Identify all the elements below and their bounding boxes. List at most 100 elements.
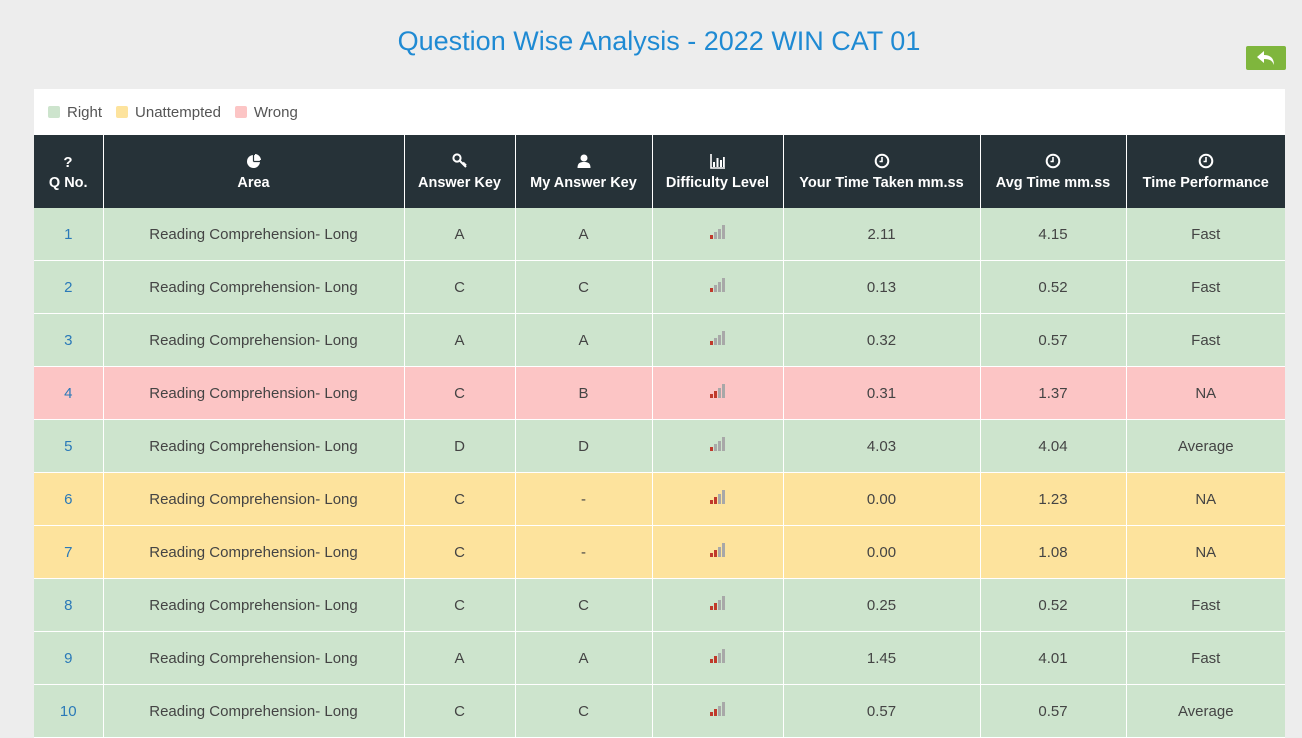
difficulty-bars-icon bbox=[709, 595, 726, 615]
difficulty-bars-icon bbox=[709, 701, 726, 721]
column-header-label: Time Performance bbox=[1142, 174, 1269, 191]
area-cell: Reading Comprehension- Long bbox=[103, 472, 405, 526]
legend-label: Unattempted bbox=[135, 103, 221, 121]
difficulty-bars-icon bbox=[709, 277, 726, 297]
back-button[interactable] bbox=[1246, 46, 1286, 70]
difficulty-bars-icon bbox=[709, 489, 726, 509]
avg-time-cell: 1.23 bbox=[980, 472, 1127, 526]
bar-chart-icon bbox=[653, 153, 783, 171]
legend-label: Right bbox=[67, 103, 103, 121]
column-header-label: Answer Key bbox=[417, 174, 501, 191]
qno-cell[interactable]: 6 bbox=[34, 472, 104, 526]
qno-cell[interactable]: 10 bbox=[34, 684, 104, 738]
my-answer-cell: D bbox=[515, 419, 653, 473]
table-header-row: ? Q No. Area Answer Key My Answer Key Difficu… bbox=[34, 135, 1285, 208]
table-row: 7 Reading Comprehension- Long C - 0.00 1.08 NA bbox=[34, 525, 1285, 579]
column-header: Your Time Taken mm.ss bbox=[783, 135, 981, 208]
time-taken-cell: 0.57 bbox=[783, 684, 981, 738]
legend-swatch bbox=[48, 106, 60, 118]
qno-cell[interactable]: 8 bbox=[34, 578, 104, 632]
reply-arrow-icon bbox=[1257, 51, 1274, 65]
table-row: 3 Reading Comprehension- Long A A 0.32 0.57 Fa… bbox=[34, 313, 1285, 367]
difficulty-cell bbox=[652, 472, 784, 526]
answer-key-cell: A bbox=[404, 313, 516, 367]
time-performance-cell: NA bbox=[1126, 525, 1285, 579]
column-header: Area bbox=[103, 135, 405, 208]
answer-key-cell: C bbox=[404, 472, 516, 526]
avg-time-cell: 0.52 bbox=[980, 260, 1127, 314]
qno-cell[interactable]: 9 bbox=[34, 631, 104, 685]
legend-swatch bbox=[116, 106, 129, 118]
answer-key-cell: C bbox=[404, 684, 516, 738]
time-performance-cell: NA bbox=[1126, 366, 1285, 420]
area-cell: Reading Comprehension- Long bbox=[103, 419, 405, 473]
clock-icon bbox=[1127, 153, 1286, 171]
difficulty-cell bbox=[652, 525, 784, 579]
difficulty-cell bbox=[652, 313, 784, 367]
legend-label: Wrong bbox=[253, 103, 298, 121]
my-answer-cell: C bbox=[515, 684, 653, 738]
answer-key-cell: C bbox=[404, 525, 516, 579]
qno-cell[interactable]: 2 bbox=[34, 260, 104, 314]
time-performance-cell: Fast bbox=[1126, 208, 1285, 261]
time-taken-cell: 0.00 bbox=[783, 525, 981, 579]
column-header-label: Avg Time mm.ss bbox=[995, 174, 1111, 191]
difficulty-cell bbox=[652, 419, 784, 473]
user-icon bbox=[516, 153, 652, 171]
area-cell: Reading Comprehension- Long bbox=[103, 313, 405, 367]
area-cell: Reading Comprehension- Long bbox=[103, 525, 405, 579]
answer-key-cell: D bbox=[404, 419, 516, 473]
my-answer-cell: C bbox=[515, 578, 653, 632]
page-title: Question Wise Analysis - 2022 WIN CAT 01 bbox=[397, 26, 921, 56]
avg-time-cell: 4.01 bbox=[980, 631, 1127, 685]
legend-item-wrong: Wrong bbox=[234, 103, 298, 121]
difficulty-cell bbox=[652, 260, 784, 314]
qno-cell[interactable]: 4 bbox=[34, 366, 104, 420]
table-row: 2 Reading Comprehension- Long C C 0.13 0.52 Fa… bbox=[34, 260, 1285, 314]
table-row: 6 Reading Comprehension- Long C - 0.00 1.23 NA bbox=[34, 472, 1285, 526]
legend-item-right: Right bbox=[48, 104, 102, 121]
time-taken-cell: 0.25 bbox=[783, 578, 981, 632]
difficulty-cell bbox=[652, 631, 784, 685]
difficulty-bars-icon bbox=[709, 436, 726, 456]
qno-cell[interactable]: 5 bbox=[34, 419, 104, 473]
avg-time-cell: 4.15 bbox=[980, 208, 1127, 261]
time-taken-cell: 1.45 bbox=[783, 631, 981, 685]
time-performance-cell: NA bbox=[1126, 472, 1285, 526]
time-performance-cell: Average bbox=[1126, 419, 1285, 473]
difficulty-bars-icon bbox=[709, 383, 726, 403]
answer-key-cell: A bbox=[404, 631, 516, 685]
avg-time-cell: 4.04 bbox=[980, 419, 1127, 473]
difficulty-bars-icon bbox=[709, 330, 726, 350]
table-row: 5 Reading Comprehension- Long D D 4.03 4.04 Av… bbox=[34, 419, 1285, 473]
question-icon: ? bbox=[34, 153, 103, 171]
pie-chart-icon bbox=[104, 153, 404, 171]
column-header: ? Q No. bbox=[34, 135, 104, 208]
qno-cell[interactable]: 1 bbox=[34, 208, 104, 261]
answer-key-cell: A bbox=[404, 208, 516, 261]
my-answer-cell: A bbox=[515, 631, 653, 685]
column-header-label: Area bbox=[237, 174, 270, 191]
difficulty-cell bbox=[652, 578, 784, 632]
table-body: 1 Reading Comprehension- Long A A 2.11 4.15 Fa… bbox=[34, 208, 1285, 738]
table-row: 10 Reading Comprehension- Long C C 0.57 0.57 A… bbox=[34, 684, 1285, 738]
column-header: Difficulty Level bbox=[652, 135, 784, 208]
answer-key-cell: C bbox=[404, 260, 516, 314]
clock-icon bbox=[981, 153, 1126, 171]
time-taken-cell: 2.11 bbox=[783, 208, 981, 261]
qno-cell[interactable]: 7 bbox=[34, 525, 104, 579]
avg-time-cell: 1.08 bbox=[980, 525, 1127, 579]
column-header: Answer Key bbox=[404, 135, 516, 208]
clock-icon bbox=[784, 153, 980, 171]
avg-time-cell: 0.57 bbox=[980, 684, 1127, 738]
my-answer-cell: C bbox=[515, 260, 653, 314]
area-cell: Reading Comprehension- Long bbox=[103, 684, 405, 738]
time-performance-cell: Average bbox=[1126, 684, 1285, 738]
avg-time-cell: 0.52 bbox=[980, 578, 1127, 632]
column-header-label: Your Time Taken mm.ss bbox=[799, 174, 964, 191]
table-row: 8 Reading Comprehension- Long C C 0.25 0.52 Fa… bbox=[34, 578, 1285, 632]
my-answer-cell: - bbox=[515, 525, 653, 579]
table-row: 4 Reading Comprehension- Long C B 0.31 1.37 NA bbox=[34, 366, 1285, 420]
qno-cell[interactable]: 3 bbox=[34, 313, 104, 367]
my-answer-cell: A bbox=[515, 208, 653, 261]
